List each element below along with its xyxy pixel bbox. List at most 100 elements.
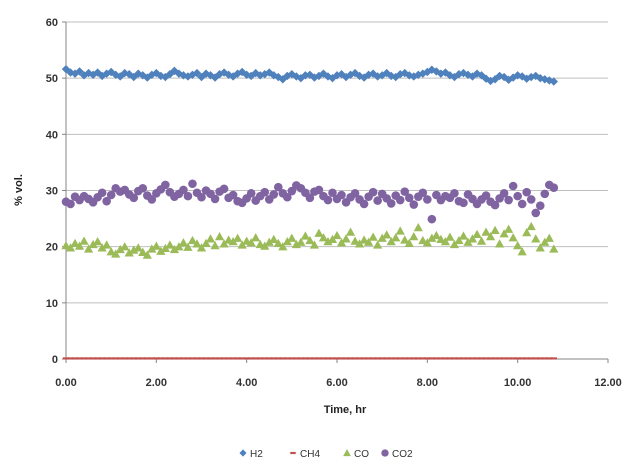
point-ch4-60 <box>333 357 341 360</box>
point-co-49 <box>282 237 292 246</box>
point-co-19 <box>147 244 157 253</box>
point-ch4-86 <box>451 357 458 360</box>
point-ch4-26 <box>180 357 187 360</box>
x-axis-title: Time, hr <box>324 404 367 416</box>
point-co-7 <box>93 237 103 246</box>
point-ch4-57 <box>320 357 327 360</box>
point-ch4-77 <box>410 357 417 360</box>
point-co-77 <box>409 231 419 241</box>
point-h2-12 <box>116 72 125 81</box>
point-ch4-79 <box>419 357 427 360</box>
gridlines <box>66 21 608 304</box>
series-ch4 <box>62 357 557 360</box>
point-ch4-70 <box>378 357 386 360</box>
point-ch4-22 <box>162 357 169 360</box>
point-co2-104 <box>531 208 541 218</box>
point-ch4-96 <box>496 357 503 360</box>
point-ch4-54 <box>306 357 314 360</box>
point-ch4-46 <box>270 357 277 360</box>
point-ch4-78 <box>415 357 422 360</box>
point-co-68 <box>368 232 378 241</box>
point-co-27 <box>183 242 193 251</box>
point-ch4-73 <box>392 357 399 360</box>
point-h2-99 <box>508 73 518 82</box>
point-ch4-27 <box>184 357 192 360</box>
point-ch4-103 <box>528 357 535 360</box>
point-co-58 <box>323 237 333 246</box>
point-ch4-3 <box>76 357 83 360</box>
point-ch4-40 <box>243 357 250 360</box>
point-co-83 <box>436 234 446 244</box>
point-h2-67 <box>364 70 373 79</box>
y-tick-label-2: 20 <box>46 242 58 254</box>
point-co2-81 <box>427 214 437 224</box>
point-co2-28 <box>188 179 197 189</box>
y-tick-label-1: 10 <box>46 298 58 310</box>
point-h2-15 <box>129 72 138 82</box>
point-co-75 <box>400 235 410 244</box>
point-co-93 <box>481 227 491 236</box>
point-ch4-81 <box>428 357 436 360</box>
point-co-28 <box>187 235 198 245</box>
point-ch4-0 <box>62 357 70 360</box>
point-co-44 <box>260 241 270 250</box>
y-tick-label-0: 0 <box>52 354 58 366</box>
legend-marker-co2 <box>381 449 389 457</box>
point-ch4-10 <box>107 357 115 360</box>
point-co2-86 <box>450 189 459 198</box>
point-h2-3 <box>75 67 84 76</box>
point-co2-106 <box>540 189 550 199</box>
point-h2-85 <box>445 71 455 80</box>
legend-label-h2: H2 <box>250 449 263 460</box>
point-ch4-106 <box>541 357 548 360</box>
point-co-104 <box>531 234 541 243</box>
point-ch4-64 <box>351 357 359 360</box>
y-tick-label-3: 30 <box>46 186 58 198</box>
point-ch4-65 <box>356 357 363 360</box>
point-ch4-92 <box>478 357 485 360</box>
point-ch4-97 <box>500 357 508 360</box>
point-ch4-72 <box>388 357 395 360</box>
point-ch4-105 <box>537 357 544 360</box>
point-co-21 <box>156 246 166 255</box>
point-co2-1 <box>66 199 75 209</box>
point-ch4-15 <box>130 357 137 360</box>
point-h2-68 <box>368 69 378 78</box>
point-co-57 <box>318 233 329 242</box>
point-ch4-39 <box>238 357 246 360</box>
point-co2-33 <box>210 194 220 204</box>
point-ch4-35 <box>220 357 228 360</box>
point-h2-4 <box>79 71 89 80</box>
point-ch4-80 <box>424 357 431 360</box>
point-co-20 <box>151 241 161 250</box>
point-ch4-38 <box>234 357 241 360</box>
point-co-90 <box>467 234 478 243</box>
point-co2-66 <box>359 199 369 209</box>
point-co-61 <box>336 238 347 247</box>
point-h2-30 <box>197 72 206 82</box>
point-co-9 <box>102 240 112 249</box>
point-ch4-83 <box>437 357 445 360</box>
point-co-102 <box>522 228 532 237</box>
point-co-8 <box>97 243 107 252</box>
point-co-99 <box>508 233 518 242</box>
x-tick-label-3: 6.00 <box>326 377 347 389</box>
legend-marker-co <box>343 449 351 457</box>
point-co-63 <box>345 227 356 236</box>
point-co-67 <box>364 237 374 246</box>
point-ch4-28 <box>189 357 196 360</box>
point-co-85 <box>445 232 455 241</box>
point-ch4-29 <box>193 357 201 360</box>
point-ch4-101 <box>518 357 526 360</box>
point-ch4-104 <box>532 357 539 360</box>
legend-label-co2: CO2 <box>392 449 413 460</box>
point-co-38 <box>233 233 243 242</box>
point-co-76 <box>404 238 414 247</box>
point-ch4-32 <box>207 357 214 360</box>
point-co-50 <box>287 233 297 242</box>
point-ch4-91 <box>473 357 481 360</box>
point-co-22 <box>160 243 170 253</box>
point-h2-108 <box>549 77 558 86</box>
point-ch4-88 <box>460 357 467 360</box>
